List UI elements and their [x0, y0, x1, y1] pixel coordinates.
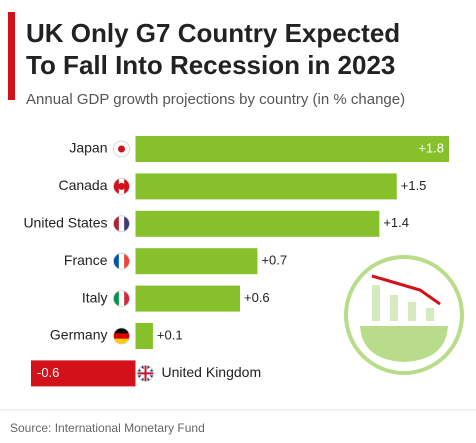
flag-icon — [113, 141, 130, 157]
chart-title: To Fall Into Recession in 2023 — [26, 50, 395, 80]
flag-dot — [118, 182, 125, 190]
bar — [135, 248, 258, 275]
flag-icon — [113, 328, 130, 344]
category-label: United Kingdom — [162, 364, 262, 380]
flag-stripe — [113, 215, 120, 232]
flag-cross — [137, 365, 154, 382]
flag-ring — [137, 364, 154, 382]
flag-icon — [113, 178, 130, 195]
value-label: +1.4 — [383, 215, 409, 230]
value-label: +1.8 — [418, 140, 444, 155]
title-accent — [8, 12, 15, 100]
flag-ring — [113, 140, 130, 158]
value-label: +1.5 — [401, 178, 427, 193]
flag-stripe — [124, 178, 130, 195]
flag-ring — [113, 215, 130, 233]
category-label: France — [64, 252, 108, 268]
flag-stripe — [113, 253, 120, 270]
source: Source: International Monetary Fund — [10, 421, 205, 435]
flag-icon — [113, 253, 130, 270]
flag-dot — [118, 145, 125, 153]
flag-stripe — [124, 141, 130, 157]
category-label: Canada — [58, 177, 107, 193]
bar — [135, 323, 153, 349]
flag-ring — [113, 327, 130, 345]
flag-icon — [137, 365, 154, 382]
category-label: Japan — [69, 140, 107, 156]
category-label: United States — [23, 215, 107, 231]
value-label: +0.1 — [157, 327, 183, 342]
decor-icon — [344, 255, 464, 375]
flag-stripe — [124, 215, 130, 232]
flag-stripe — [113, 178, 120, 195]
value-label: +0.6 — [244, 290, 270, 305]
flag-stripe — [118, 290, 125, 307]
flag-stripe — [124, 290, 130, 307]
flag-ring — [113, 252, 130, 270]
chart-title: UK Only G7 Country Expected — [26, 18, 400, 48]
flag-stripe — [113, 333, 130, 340]
flag-stripe — [124, 253, 130, 270]
bar — [135, 173, 397, 200]
flag-icon — [113, 215, 130, 232]
value-label: +0.7 — [261, 253, 287, 268]
category-label: Germany — [50, 327, 108, 343]
flag-stripe — [113, 141, 120, 157]
bar — [135, 210, 380, 237]
category-label: Italy — [82, 289, 108, 305]
flag-stripe — [113, 290, 120, 307]
value-label: -0.6 — [37, 365, 59, 380]
flag-stripe — [113, 338, 130, 344]
flag-stripe — [113, 328, 130, 334]
bar — [31, 360, 136, 387]
chart-subtitle: Annual GDP growth projections by country… — [26, 91, 405, 108]
flag-stripe — [118, 215, 125, 232]
flag-stripe — [118, 253, 125, 270]
bar — [135, 136, 449, 162]
bar — [135, 285, 240, 312]
flag-ring — [113, 177, 130, 195]
flag-icon — [113, 290, 130, 307]
flag-ring — [113, 290, 130, 308]
